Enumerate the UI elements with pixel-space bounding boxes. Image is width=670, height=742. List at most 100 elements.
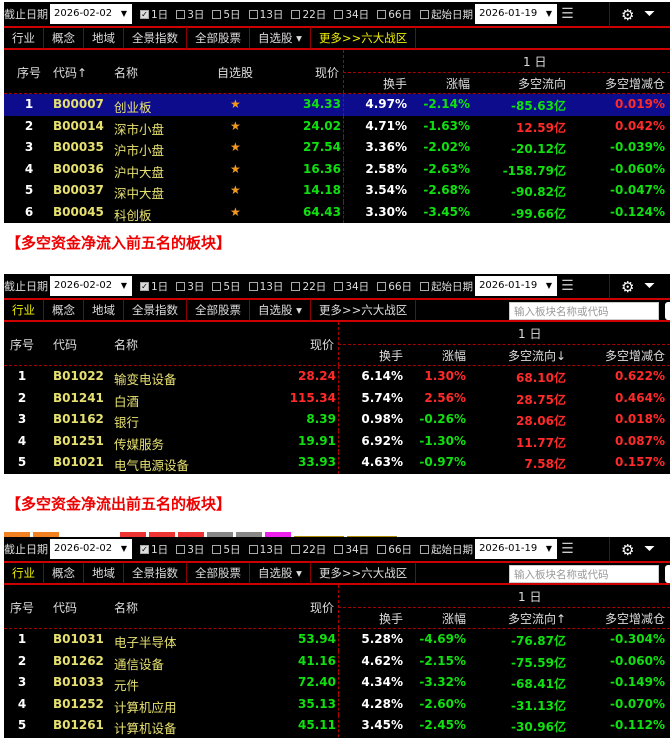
col-turnover[interactable]: 换手 (378, 349, 403, 363)
add-watchlist-star-icon[interactable]: ★ (230, 118, 241, 133)
table-row[interactable]: 1 B01022 输变电设备 28.24 6.14% 1.30% 68.10亿 … (4, 366, 670, 388)
period-checkbox-1[interactable]: 3日 (176, 279, 204, 294)
tab-0[interactable]: 行业 (4, 299, 44, 321)
start-date-checkbox[interactable]: 起始日期 (420, 542, 473, 557)
period-checkbox-1[interactable]: 3日 (176, 7, 204, 22)
col-change[interactable]: 涨幅 (441, 349, 466, 363)
period-checkbox-4[interactable]: 22日 (291, 279, 326, 294)
table-row[interactable]: 5 B00037 深中大盘 ★ 14.18 3.54% -2.68% -90.8… (4, 180, 670, 202)
col-price[interactable]: 现价 (309, 338, 334, 352)
col-price[interactable]: 现价 (314, 66, 339, 80)
tab-4[interactable]: 全部股票 (187, 27, 250, 49)
start-date-picker[interactable]: 2026-01-19 ▼ (475, 4, 558, 24)
col-code[interactable]: 代码↑ (53, 66, 88, 80)
period-checkbox-6[interactable]: 66日 (377, 279, 412, 294)
tab-0[interactable]: 行业 (4, 27, 44, 49)
col-index[interactable]: 序号 (10, 338, 35, 352)
period-checkbox-3[interactable]: 13日 (248, 279, 283, 294)
filter-icon[interactable]: ⏷ (644, 6, 656, 22)
add-watchlist-star-icon[interactable]: ★ (230, 204, 241, 219)
tab-2[interactable]: 地域 (84, 299, 124, 321)
start-date-checkbox[interactable]: 起始日期 (420, 7, 473, 22)
tab-1[interactable]: 概念 (44, 562, 84, 584)
period-checkbox-3[interactable]: 13日 (248, 542, 283, 557)
start-date-picker[interactable]: 2026-01-19 ▼ (475, 276, 558, 296)
period-checkbox-0[interactable]: ✓ 1日 (140, 7, 168, 22)
col-change[interactable]: 涨幅 (445, 77, 470, 91)
tab-3[interactable]: 全景指数 (124, 562, 187, 584)
column-settings-icon[interactable]: ☰ (561, 6, 574, 22)
add-watchlist-star-icon[interactable]: ★ (230, 183, 241, 197)
filter-icon[interactable]: ⏷ (644, 541, 656, 557)
table-row[interactable]: 2 B01241 白酒 115.34 5.74% 2.56% 28.75亿 0.… (4, 387, 670, 409)
period-checkbox-5[interactable]: 34日 (334, 279, 369, 294)
search-button[interactable] (665, 302, 670, 320)
col-position-change[interactable]: 多空增减仓 (604, 612, 665, 626)
period-checkbox-0[interactable]: ✓ 1日 (140, 542, 168, 557)
col-name[interactable]: 名称 (114, 66, 139, 80)
tab-5[interactable]: 自选股 ▾ (250, 562, 311, 584)
period-checkbox-2[interactable]: 5日 (212, 7, 241, 22)
tab-4[interactable]: 全部股票 (187, 562, 250, 584)
col-flow[interactable]: 多空流向↑ (507, 612, 566, 626)
col-code[interactable]: 代码 (53, 601, 78, 615)
col-name[interactable]: 名称 (114, 601, 139, 615)
col-name[interactable]: 名称 (114, 338, 139, 352)
column-settings-icon[interactable]: ☰ (561, 541, 574, 557)
tab-4[interactable]: 全部股票 (187, 299, 250, 321)
gear-icon[interactable]: ⚙ (621, 278, 635, 296)
sector-search-input[interactable]: 输入板块名称或代码 (509, 565, 659, 583)
end-date-picker[interactable]: 2026-02-02 ▼ (50, 539, 132, 559)
gear-icon[interactable]: ⚙ (621, 541, 635, 559)
period-checkbox-5[interactable]: 34日 (334, 542, 369, 557)
table-row[interactable]: 2 B00014 深市小盘 ★ 24.02 4.71% -1.63% 12.59… (4, 115, 670, 137)
period-checkbox-2[interactable]: 5日 (212, 279, 241, 294)
period-checkbox-6[interactable]: 66日 (377, 7, 412, 22)
period-checkbox-3[interactable]: 13日 (248, 7, 283, 22)
table-row[interactable]: 3 B00035 沪市小盘 ★ 27.54 3.36% -2.02% -20.1… (4, 137, 670, 159)
tab-3[interactable]: 全景指数 (124, 27, 187, 49)
col-watchlist[interactable]: 自选股 (217, 66, 254, 80)
period-checkbox-4[interactable]: 22日 (291, 7, 326, 22)
table-row[interactable]: 5 B01261 计算机设备 45.11 3.45% -2.45% -30.96… (4, 715, 670, 737)
period-checkbox-2[interactable]: 5日 (212, 542, 241, 557)
table-row[interactable]: 1 B00007 创业板 ★ 34.33 4.97% -2.14% -85.63… (4, 94, 670, 116)
col-turnover[interactable]: 换手 (378, 612, 403, 626)
col-price[interactable]: 现价 (309, 601, 334, 615)
table-row[interactable]: 1 B01031 电子半导体 53.94 5.28% -4.69% -76.87… (4, 629, 670, 651)
period-checkbox-5[interactable]: 34日 (334, 7, 369, 22)
end-date-picker[interactable]: 2026-02-02 ▼ (50, 4, 132, 24)
col-index[interactable]: 序号 (17, 66, 42, 80)
start-date-checkbox[interactable]: 起始日期 (420, 279, 473, 294)
table-row[interactable]: 6 B00045 科创板 ★ 64.43 3.30% -3.45% -99.66… (4, 201, 670, 223)
period-checkbox-1[interactable]: 3日 (176, 542, 204, 557)
tab-3[interactable]: 全景指数 (124, 299, 187, 321)
tab-1[interactable]: 概念 (44, 299, 84, 321)
tab-5[interactable]: 自选股 ▾ (250, 299, 311, 321)
column-settings-icon[interactable]: ☰ (561, 278, 574, 294)
col-code[interactable]: 代码 (53, 338, 78, 352)
sector-search-input[interactable]: 输入板块名称或代码 (509, 302, 659, 320)
add-watchlist-star-icon[interactable]: ★ (230, 97, 241, 111)
col-position-change[interactable]: 多空增减仓 (604, 349, 665, 363)
tab-1[interactable]: 概念 (44, 27, 84, 49)
col-position-change[interactable]: 多空增减仓 (604, 77, 665, 91)
add-watchlist-star-icon[interactable]: ★ (230, 161, 241, 176)
col-index[interactable]: 序号 (10, 601, 35, 615)
table-row[interactable]: 3 B01033 元件 72.40 4.34% -3.32% -68.41亿 -… (4, 672, 670, 694)
table-row[interactable]: 4 B01252 计算机应用 35.13 4.28% -2.60% -31.13… (4, 693, 670, 715)
col-change[interactable]: 涨幅 (441, 612, 466, 626)
tab-6[interactable]: 更多>>六大战区 (311, 562, 417, 584)
table-row[interactable]: 4 B01251 传媒服务 19.91 6.92% -1.30% 11.77亿 … (4, 430, 670, 452)
table-row[interactable]: 5 B01021 电气电源设备 33.93 4.63% -0.97% 7.58亿… (4, 452, 670, 474)
search-button[interactable] (665, 565, 670, 583)
table-row[interactable]: 2 B01262 通信设备 41.16 4.62% -2.15% -75.59亿… (4, 650, 670, 672)
tab-5[interactable]: 自选股 ▾ (250, 27, 311, 49)
tab-2[interactable]: 地域 (84, 562, 124, 584)
tab-6[interactable]: 更多>>六大战区 (311, 27, 417, 49)
start-date-picker[interactable]: 2026-01-19 ▼ (475, 539, 558, 559)
tab-6[interactable]: 更多>>六大战区 (311, 299, 417, 321)
tab-0[interactable]: 行业 (4, 562, 44, 584)
period-checkbox-0[interactable]: ✓ 1日 (140, 279, 168, 294)
period-checkbox-4[interactable]: 22日 (291, 542, 326, 557)
